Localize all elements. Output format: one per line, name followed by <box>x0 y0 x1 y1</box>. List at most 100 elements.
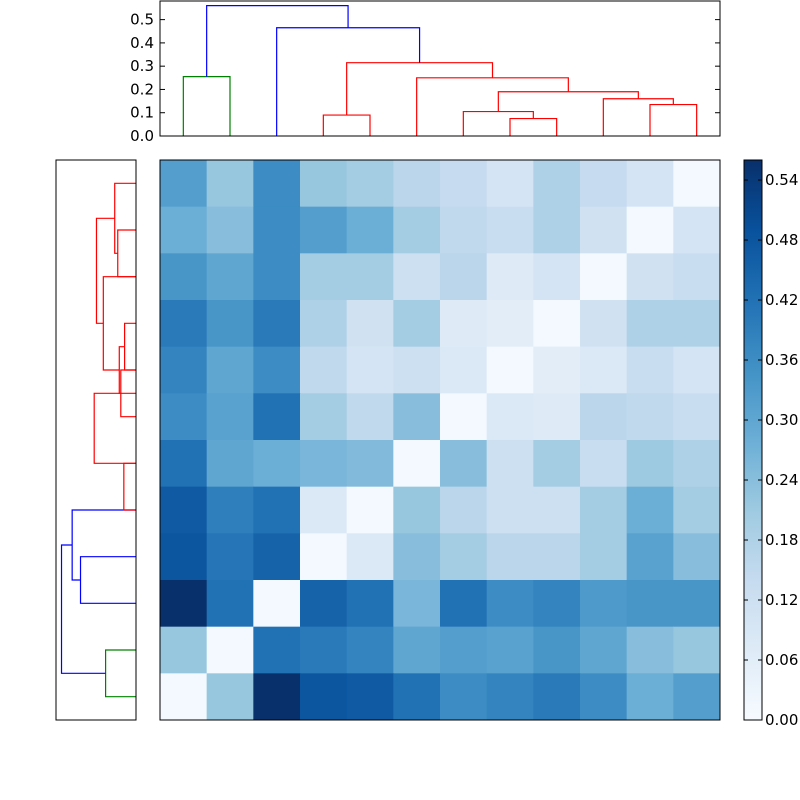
top-y-tick-label-1: 0.1 <box>130 104 154 122</box>
colorbar-tick-label-8: 0.48 <box>765 231 798 249</box>
heatmap-cell-r10-c2 <box>253 626 301 674</box>
heatmap-cell-r3-c5 <box>393 300 441 348</box>
heatmap-cell-r1-c11 <box>673 206 721 254</box>
heatmap-cell-r9-c10 <box>626 580 674 628</box>
heatmap-cell-r7-c8 <box>533 486 581 534</box>
heatmap-cell-r3-c7 <box>486 300 534 348</box>
heatmap-cell-r7-c1 <box>206 486 254 534</box>
heatmap-frame <box>159 159 721 721</box>
heatmap-cell-r10-c4 <box>346 626 394 674</box>
heatmap-cell-r6-c3 <box>300 440 348 488</box>
heatmap-cell-r10-c11 <box>673 626 721 674</box>
heatmap-cell-r9-c4 <box>346 580 394 628</box>
heatmap-cell-r9-c0 <box>160 580 208 628</box>
heatmap-cell-r5-c0 <box>160 393 208 441</box>
heatmap-cell-r11-c6 <box>440 673 488 721</box>
heatmap-cell-r4-c6 <box>440 346 488 394</box>
heatmap-cell-r11-c5 <box>393 673 441 721</box>
heatmap-cell-r9-c3 <box>300 580 348 628</box>
heatmap-cell-r11-c9 <box>580 673 628 721</box>
heatmap-cell-r4-c9 <box>580 346 628 394</box>
heatmap-cell-r0-c7 <box>486 160 534 208</box>
heatmap-cell-r7-c10 <box>626 486 674 534</box>
top-dendrogram-link-10 <box>206 5 349 77</box>
heatmap-cell-r10-c3 <box>300 626 348 674</box>
heatmap-cell-r11-c2 <box>253 673 301 721</box>
heatmap-cell-r0-c0 <box>160 160 208 208</box>
heatmap-cell-r3-c4 <box>346 300 394 348</box>
heatmap-cell-r0-c5 <box>393 160 441 208</box>
heatmap-cell-r8-c4 <box>346 533 394 581</box>
left-dendrogram-links <box>60 182 136 698</box>
heatmap-cell-r0-c9 <box>580 160 628 208</box>
heatmap <box>159 159 721 721</box>
heatmap-cell-r8-c7 <box>486 533 534 581</box>
heatmap-cell-r2-c2 <box>253 253 301 301</box>
heatmap-cell-r10-c6 <box>440 626 488 674</box>
heatmap-cell-r5-c2 <box>253 393 301 441</box>
left-dendrogram-link-5 <box>93 392 136 464</box>
heatmap-cell-r4-c8 <box>533 346 581 394</box>
heatmap-cell-r5-c7 <box>486 393 534 441</box>
heatmap-cell-r5-c6 <box>440 393 488 441</box>
heatmap-cell-r5-c9 <box>580 393 628 441</box>
heatmap-cell-r9-c11 <box>673 580 721 628</box>
heatmap-cell-r0-c8 <box>533 160 581 208</box>
heatmap-cell-r8-c10 <box>626 533 674 581</box>
heatmap-cell-r2-c10 <box>626 253 674 301</box>
heatmap-cell-r9-c7 <box>486 580 534 628</box>
heatmap-cell-r8-c3 <box>300 533 348 581</box>
heatmap-cell-r8-c11 <box>673 533 721 581</box>
heatmap-cell-r7-c2 <box>253 486 301 534</box>
heatmap-cell-r1-c5 <box>393 206 441 254</box>
heatmap-cell-r0-c1 <box>206 160 254 208</box>
heatmap-cell-r1-c0 <box>160 206 208 254</box>
left-dendrogram-frame <box>55 159 137 721</box>
heatmap-cell-r2-c11 <box>673 253 721 301</box>
heatmap-cell-r10-c10 <box>626 626 674 674</box>
heatmap-cell-r8-c0 <box>160 533 208 581</box>
heatmap-cell-r3-c6 <box>440 300 488 348</box>
heatmap-cell-r2-c9 <box>580 253 628 301</box>
heatmap-cell-r3-c8 <box>533 300 581 348</box>
colorbar-tick-label-0: 0.00 <box>765 711 798 729</box>
heatmap-cell-r7-c0 <box>160 486 208 534</box>
heatmap-cell-r1-c6 <box>440 206 488 254</box>
heatmap-cell-r4-c4 <box>346 346 394 394</box>
heatmap-cell-r6-c11 <box>673 440 721 488</box>
heatmap-cell-r4-c1 <box>206 346 254 394</box>
heatmap-cell-r7-c4 <box>346 486 394 534</box>
heatmap-cell-r10-c7 <box>486 626 534 674</box>
heatmap-cell-r3-c1 <box>206 300 254 348</box>
heatmap-cell-r3-c3 <box>300 300 348 348</box>
heatmap-cell-r4-c10 <box>626 346 674 394</box>
heatmap-cell-r1-c7 <box>486 206 534 254</box>
heatmap-cell-r9-c6 <box>440 580 488 628</box>
heatmap-cell-r8-c1 <box>206 533 254 581</box>
heatmap-cell-r1-c9 <box>580 206 628 254</box>
heatmap-cell-r7-c11 <box>673 486 721 534</box>
heatmap-cell-r4-c3 <box>300 346 348 394</box>
heatmap-cell-r3-c11 <box>673 300 721 348</box>
colorbar-ticks: 0.00 0.06 0.12 0.18 0.24 0.30 0.36 0.42 0.48 0.54 <box>744 171 798 729</box>
heatmap-cell-r7-c5 <box>393 486 441 534</box>
top-y-tick-label-5: 0.5 <box>130 11 154 29</box>
colorbar-tick-label-1: 0.06 <box>765 651 798 669</box>
heatmap-cell-r9-c5 <box>393 580 441 628</box>
heatmap-cell-r11-c0 <box>160 673 208 721</box>
heatmap-cell-r4-c5 <box>393 346 441 394</box>
heatmap-cell-r1-c10 <box>626 206 674 254</box>
heatmap-cell-r0-c2 <box>253 160 301 208</box>
top-y-tick-label-3: 0.3 <box>130 57 154 75</box>
heatmap-cell-r5-c10 <box>626 393 674 441</box>
heatmap-cell-r1-c8 <box>533 206 581 254</box>
colorbar-tick-label-9: 0.54 <box>765 171 798 189</box>
heatmap-cell-r6-c2 <box>253 440 301 488</box>
heatmap-cell-r5-c1 <box>206 393 254 441</box>
heatmap-cell-r8-c8 <box>533 533 581 581</box>
heatmap-cell-r1-c1 <box>206 206 254 254</box>
heatmap-cell-r10-c0 <box>160 626 208 674</box>
left-dendrogram-link-3 <box>60 544 106 674</box>
heatmap-cell-r6-c4 <box>346 440 394 488</box>
heatmap-cell-r6-c7 <box>486 440 534 488</box>
